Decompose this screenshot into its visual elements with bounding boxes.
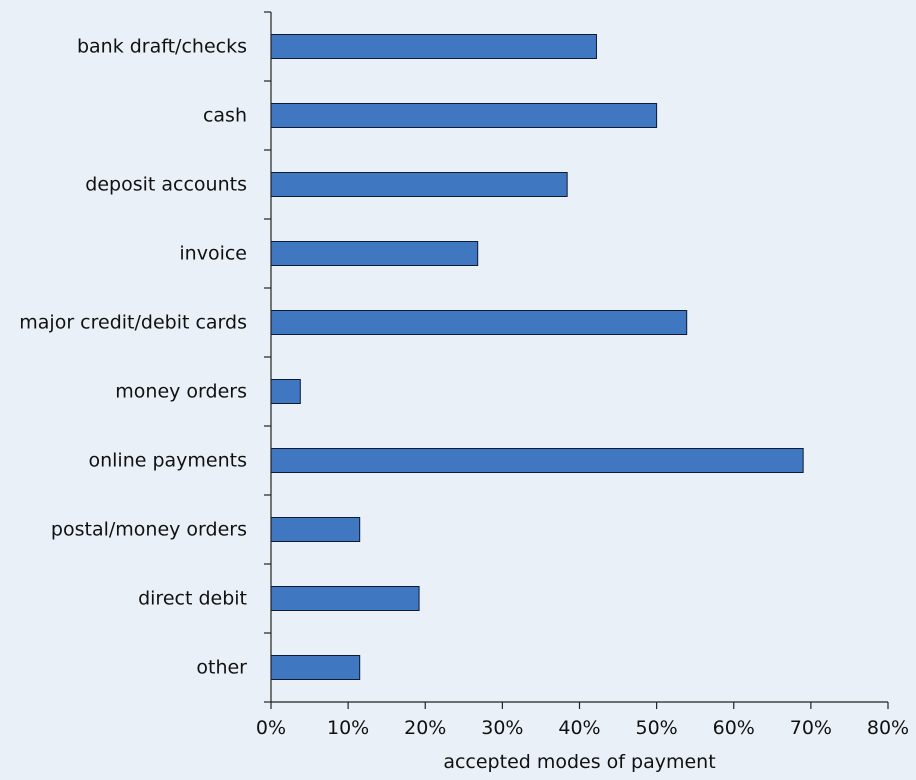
labels-layer: bank draft/checks cash deposit accounts inv… [19, 36, 909, 740]
bar-deposit-accounts [270, 172, 568, 197]
x-tick-label: 10% [327, 717, 369, 739]
x-tick-label: 40% [558, 717, 600, 739]
category-label: money orders [115, 381, 247, 403]
category-label: invoice [179, 243, 247, 265]
x-tick-label: 0% [256, 717, 286, 739]
x-tick-label: 30% [481, 717, 523, 739]
category-label: postal/money orders [51, 519, 247, 541]
category-label: other [196, 657, 247, 679]
bar-money-orders [270, 379, 301, 404]
bar-invoice [270, 241, 479, 266]
category-label: deposit accounts [85, 174, 247, 196]
x-tick-label: 80% [867, 717, 909, 739]
x-tick-label: 50% [636, 717, 678, 739]
bar-direct-debit [270, 586, 420, 611]
bars-layer [270, 34, 804, 680]
axes-layer [264, 11, 889, 709]
bar-online-payments [270, 448, 804, 473]
category-label: cash [203, 105, 247, 127]
x-tick-label: 70% [790, 717, 832, 739]
category-label: major credit/debit cards [19, 312, 247, 334]
bar-postal-money-orders [270, 517, 361, 542]
bar-cash [270, 103, 658, 128]
category-label: bank draft/checks [77, 36, 247, 58]
x-tick-label: 60% [713, 717, 755, 739]
category-label: direct debit [138, 588, 247, 610]
bar-bank-draft-checks [270, 34, 597, 59]
x-tick-label: 20% [404, 717, 446, 739]
x-axis-title: accepted modes of payment [443, 751, 715, 773]
bar-major-credit-debit-cards [270, 310, 688, 335]
bar-other [270, 655, 361, 680]
category-label: online payments [88, 450, 247, 472]
